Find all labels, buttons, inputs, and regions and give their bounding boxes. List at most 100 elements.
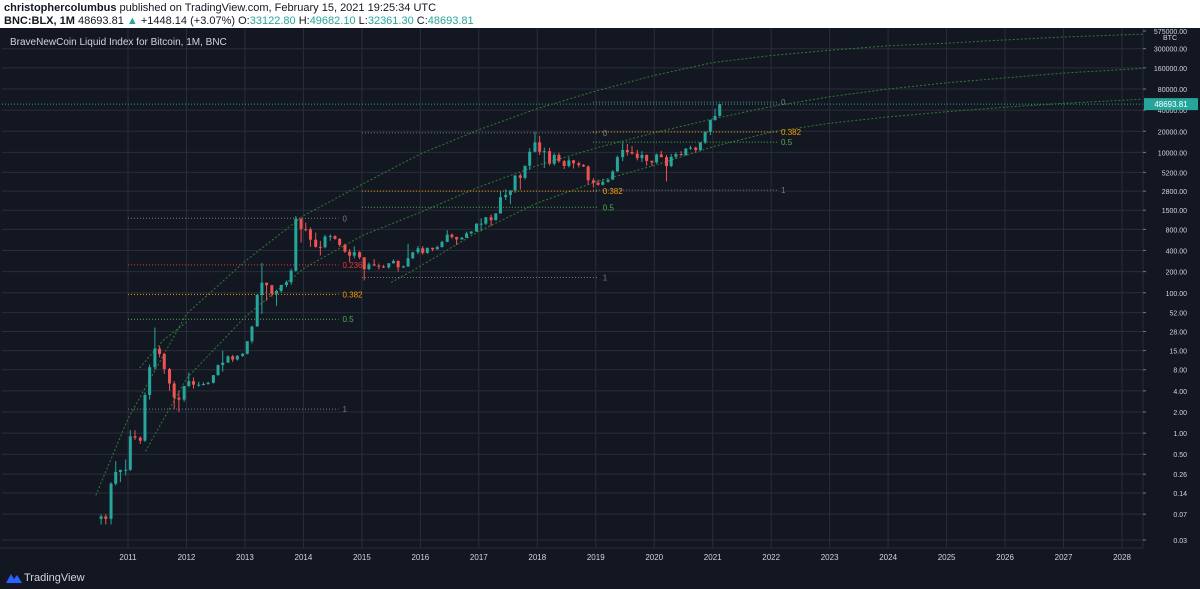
close-value: 48693.81 xyxy=(427,15,474,27)
candle-body xyxy=(168,368,172,384)
candle-body xyxy=(118,469,122,472)
time-tick-label: 2024 xyxy=(879,553,897,562)
time-tick-label: 2014 xyxy=(295,553,313,562)
candle-body xyxy=(465,233,469,238)
price-tick-label: 0.03 xyxy=(1173,538,1187,545)
candle-body xyxy=(245,341,249,354)
candle-body xyxy=(431,247,435,250)
candle-body xyxy=(255,294,259,327)
candle-body xyxy=(713,115,717,121)
candle-body xyxy=(294,218,298,271)
candle-body xyxy=(655,154,659,163)
author-name[interactable]: christophercolumbus xyxy=(4,2,117,14)
candle-body xyxy=(688,147,692,149)
candle-body xyxy=(508,190,512,195)
candle-body xyxy=(162,354,166,369)
open-value: 33122.80 xyxy=(249,15,296,27)
candle-body xyxy=(333,236,337,239)
candle-body xyxy=(581,165,585,167)
candle-body xyxy=(104,516,108,519)
fib-level-label: 0.5 xyxy=(603,203,615,212)
candle-body xyxy=(513,175,517,191)
candle-body xyxy=(621,150,625,158)
price-tick-label: 100.00 xyxy=(1166,291,1188,298)
candle-body xyxy=(586,166,590,181)
candle-body xyxy=(435,247,439,250)
candle-body xyxy=(391,260,395,264)
price-tick-label: 52.00 xyxy=(1169,311,1187,318)
candle-body xyxy=(372,264,376,266)
tradingview-logo-icon[interactable] xyxy=(6,572,22,585)
low-label: L: xyxy=(358,15,368,27)
candle-body xyxy=(241,353,245,356)
candle-body xyxy=(615,157,619,172)
price-chart[interactable]: BraveNewCoin Liquid Index for Bitcoin, 1… xyxy=(0,28,1200,569)
candle-body xyxy=(523,165,527,178)
price-tick-label: 0.07 xyxy=(1173,512,1187,519)
candle-body xyxy=(401,266,405,268)
time-tick-label: 2026 xyxy=(996,553,1014,562)
candle-body xyxy=(625,150,629,153)
candle-body xyxy=(650,160,654,163)
price-tick-label: 400.00 xyxy=(1166,248,1188,255)
fib-level-label: 1 xyxy=(342,405,347,414)
candle-body xyxy=(323,236,327,248)
chart-header: christophercolumbus published on Trading… xyxy=(0,0,1200,28)
time-tick-label: 2028 xyxy=(1113,553,1131,562)
chart-title: BraveNewCoin Liquid Index for Bitcoin, 1… xyxy=(10,37,227,48)
candle-body xyxy=(469,231,473,234)
fib-level-label: 1 xyxy=(781,186,786,195)
current-price-badge xyxy=(1144,98,1198,111)
time-tick-label: 2017 xyxy=(470,553,488,562)
low-value: 32361.30 xyxy=(367,15,414,27)
price-tick-label: 2.00 xyxy=(1173,410,1187,417)
candle-body xyxy=(518,175,522,178)
candle-body xyxy=(494,213,498,221)
price-tick-label: 0.14 xyxy=(1173,491,1187,498)
high-value: 49682.10 xyxy=(309,15,356,27)
candle-body xyxy=(191,381,195,385)
candle-body xyxy=(421,248,425,253)
time-tick-label: 2021 xyxy=(704,553,722,562)
candle-body xyxy=(708,120,712,132)
candle-body xyxy=(177,397,181,400)
candle-body xyxy=(591,180,595,183)
candle-body xyxy=(630,152,634,154)
candle-body xyxy=(528,151,532,166)
candle-body xyxy=(153,348,157,368)
candle-body xyxy=(577,163,581,166)
time-tick-label: 2011 xyxy=(119,553,137,562)
candle-body xyxy=(158,348,162,355)
time-axis xyxy=(0,548,1143,569)
candle-body xyxy=(211,375,215,383)
candle-body xyxy=(265,282,269,286)
candle-body xyxy=(562,161,566,166)
price-tick-label: 800.00 xyxy=(1166,227,1188,234)
candle-body xyxy=(538,142,542,152)
close-label: C: xyxy=(416,15,428,27)
time-tick-label: 2023 xyxy=(821,553,839,562)
candle-body xyxy=(314,239,318,247)
candle-body xyxy=(455,236,459,240)
candle-body xyxy=(445,234,449,242)
candle-body xyxy=(216,365,220,376)
candle-body xyxy=(416,248,420,253)
fib-level-label: 0 xyxy=(781,98,786,107)
candle-body xyxy=(304,229,308,231)
candle-body xyxy=(440,241,444,248)
published-text: published on TradingView.com, February 1… xyxy=(119,2,437,14)
candle-body xyxy=(275,290,279,294)
fib-level-label: 0.5 xyxy=(342,315,354,324)
fib-level-label: 0.236 xyxy=(342,261,363,270)
price-tick-label: 5200.00 xyxy=(1162,170,1187,177)
candle-body xyxy=(187,381,191,386)
tradingview-brand[interactable]: TradingView xyxy=(24,572,85,584)
candle-body xyxy=(308,229,312,240)
candle-body xyxy=(133,436,137,438)
time-tick-label: 2015 xyxy=(353,553,371,562)
candle-body xyxy=(703,131,707,143)
log-growth-curve xyxy=(95,33,1152,496)
candle-body xyxy=(148,367,152,395)
time-tick-label: 2025 xyxy=(938,553,956,562)
fib-level-label: 0.382 xyxy=(342,290,363,299)
